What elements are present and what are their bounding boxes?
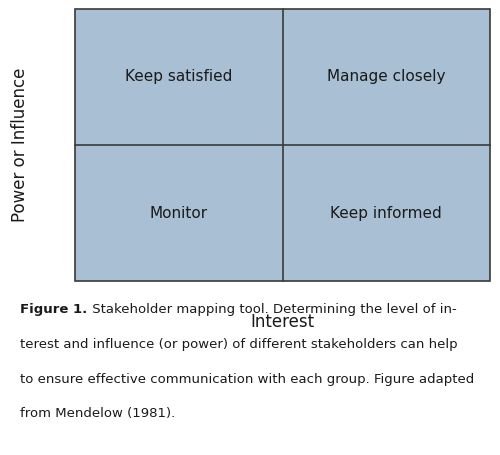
- Bar: [75, 9, 490, 281]
- Text: Manage closely: Manage closely: [327, 69, 446, 84]
- Text: Keep satisfied: Keep satisfied: [125, 69, 232, 84]
- Text: Monitor: Monitor: [150, 206, 208, 221]
- Text: to ensure effective communication with each group. Figure adapted: to ensure effective communication with e…: [20, 373, 474, 385]
- Text: Stakeholder mapping tool. Determining the level of in-: Stakeholder mapping tool. Determining th…: [88, 303, 456, 316]
- Text: Power or Influence: Power or Influence: [11, 68, 29, 222]
- Text: Keep informed: Keep informed: [330, 206, 442, 221]
- Text: terest and influence (or power) of different stakeholders can help: terest and influence (or power) of diffe…: [20, 338, 458, 351]
- Text: Interest: Interest: [250, 313, 314, 331]
- Text: Figure 1.: Figure 1.: [20, 303, 87, 316]
- Text: from Mendelow (1981).: from Mendelow (1981).: [20, 407, 176, 420]
